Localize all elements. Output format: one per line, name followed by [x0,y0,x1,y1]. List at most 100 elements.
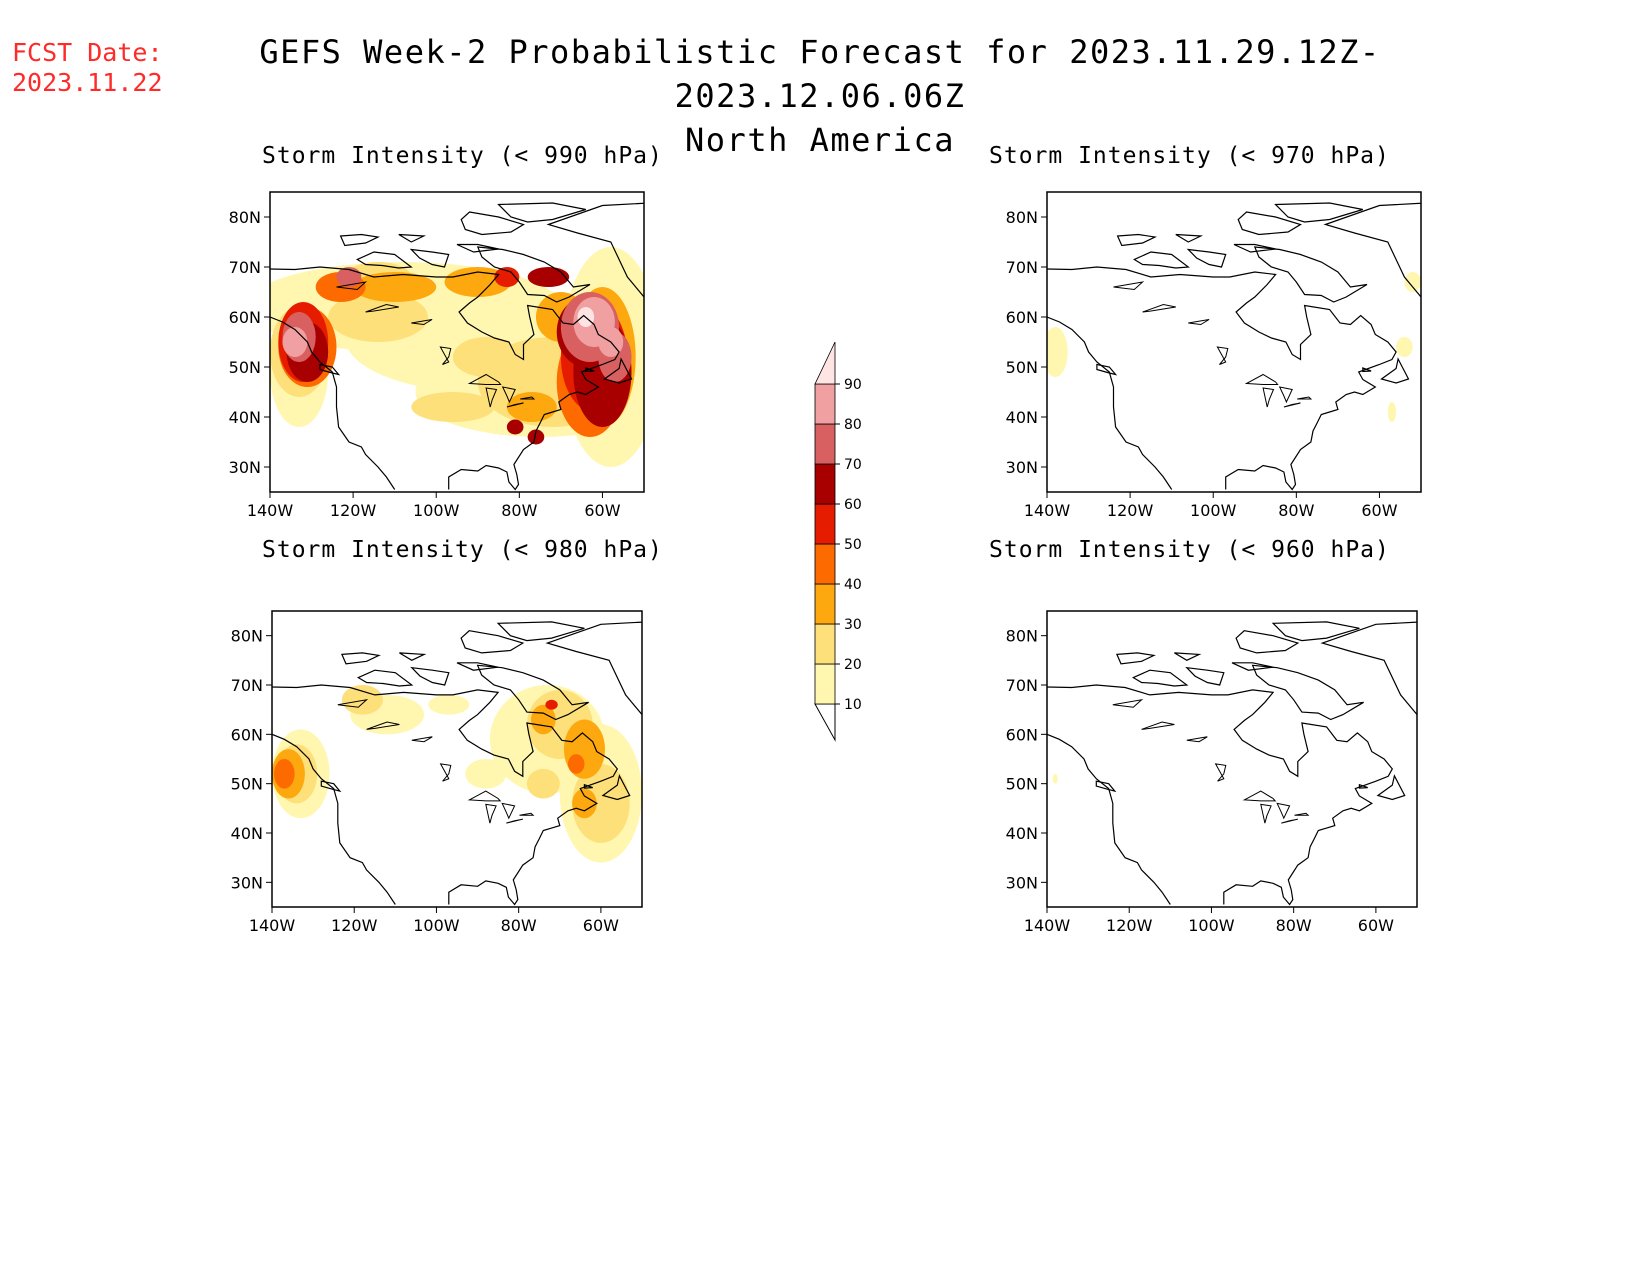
coastline [272,684,619,906]
colorbar-upper-cap [814,341,836,385]
island-outline [1380,357,1410,384]
lake-outline [1294,812,1310,816]
lake-outline [520,396,536,400]
map-frame [269,191,645,493]
island-outline [1185,666,1225,686]
island-outline [1186,248,1227,268]
island-outline [1376,774,1406,801]
lon-label: 100W [413,501,460,520]
lat-label: 30N [1006,873,1038,892]
island-outline [456,243,499,253]
lat-label: 30N [231,873,263,892]
island-outline [1095,780,1117,793]
colorbar-label: 70 [844,457,862,473]
colorbar-box [814,543,836,585]
island-outline [1233,243,1276,253]
island-outline [1235,630,1300,654]
island-outline [545,621,642,716]
lake-outline [501,802,516,820]
probability-area [572,763,630,843]
lon-label: 140W [247,501,294,520]
colorbar-label: 80 [844,417,862,433]
lat-label: 70N [231,676,263,695]
coastline [1047,266,1397,491]
map-panel-990: 80N 70N 60N 50N 40N 30N 140W 120W 100W 80W 60W [229,191,645,520]
island-outline [1320,621,1417,716]
island-outline [1116,652,1156,665]
lat-label: 70N [1006,676,1038,695]
probability-area [1404,272,1421,292]
coastline [1047,733,1171,905]
probability-area [411,392,495,422]
lat-label: 50N [1006,358,1038,377]
chart-title: GEFS Week-2 Probabilistic Forecast for 2… [160,30,1480,162]
coastline [270,316,396,490]
probability-area [1396,337,1413,357]
probability-area [572,788,597,819]
lake-outline [1141,721,1175,730]
lon-label: 120W [331,916,378,935]
lat-label: 80N [229,208,261,227]
island-outline [1096,363,1118,376]
lat-label: 60N [231,725,263,744]
map-panel-960: 80N 70N 60N 50N 40N 30N 140W 120W 100W 80W 60W [1006,610,1418,935]
lake-outline [1214,763,1227,782]
island-outline [356,251,413,269]
lake-outline [467,373,502,385]
island-outline [1231,662,1274,671]
island-outline [409,248,450,268]
island-outline [1271,621,1360,642]
lake-outline [1262,387,1275,408]
lake-outline [439,346,452,365]
lake-outline [506,402,524,408]
colorbar-box [814,663,836,705]
lake-outline [467,790,502,802]
panel-title-980: Storm Intensity (< 980 hPa) [262,537,663,563]
coastline [1047,684,1394,906]
lon-label: 100W [1188,916,1235,935]
probability-area [526,768,560,799]
panel-title-960: Storm Intensity (< 960 hPa) [989,537,1390,563]
lake-outline [1278,386,1293,404]
lon-label: 60W [1358,916,1394,935]
probability-area [568,754,585,774]
lake-outline [1186,736,1208,743]
island-outline [320,780,342,793]
probability-area [452,337,520,377]
map-frame [1046,610,1418,908]
probability-area [1047,327,1068,377]
probability-area [506,419,524,435]
lon-label: 140W [1024,501,1071,520]
map-frame [271,610,643,908]
lake-outline [336,281,368,291]
island-outline [1253,246,1368,303]
lake-outline [411,319,433,326]
lake-outline [501,386,516,404]
probability-area [328,292,428,342]
island-outline [339,233,381,247]
island-outline [1358,783,1368,789]
island-outline [1133,251,1190,269]
lon-label: 100W [413,916,460,935]
probability-area [353,272,437,302]
region-subtitle: North America [685,121,955,159]
lon-label: 80W [1278,501,1314,520]
island-outline [410,666,450,686]
lat-label: 50N [229,358,261,377]
lon-label: 60W [1361,501,1397,520]
island-outline [1174,652,1202,661]
colorbar-box [814,503,836,545]
island-outline [460,211,525,236]
colorbar-box [814,423,836,465]
island-outline [476,664,589,721]
probability-area [465,759,507,789]
lat-label: 40N [229,408,261,427]
colorbar-box [814,463,836,505]
colorbar-label: 40 [844,577,862,593]
island-outline [456,662,499,671]
map-panel-970: 80N 70N 60N 50N 40N 30N 140W 120W 100W 80W 60W [1006,191,1422,520]
panel-title-990: Storm Intensity (< 990 hPa) [262,143,663,169]
lat-label: 30N [1006,458,1038,477]
probability-area [527,267,570,287]
